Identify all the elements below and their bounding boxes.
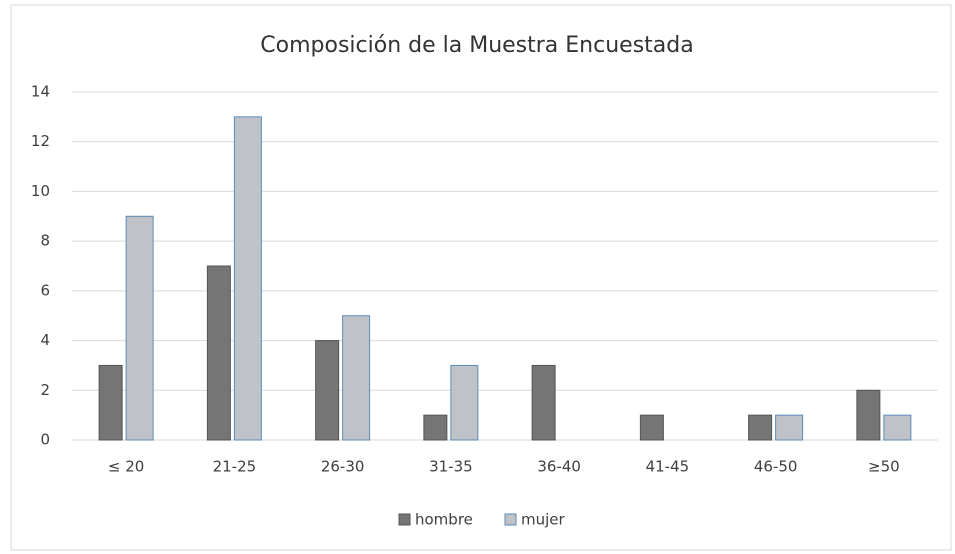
bar [125, 215, 154, 441]
legend-label: hombre [415, 511, 473, 529]
x-tick-label: ≥50 [868, 458, 900, 476]
chart-frame [10, 4, 952, 551]
bar [450, 364, 479, 441]
y-tick-label: 8 [40, 232, 50, 250]
chart-title: Composición de la Muestra Encuestada [260, 33, 693, 58]
y-tick-label: 14 [31, 83, 50, 101]
bar [423, 414, 448, 441]
bar [98, 364, 123, 441]
x-tick-label: ≤ 20 [108, 458, 144, 476]
bar [531, 364, 556, 441]
legend-swatch [504, 513, 517, 526]
y-tick-label: 4 [40, 331, 50, 349]
bar [639, 414, 664, 441]
x-tick-label: 46-50 [754, 458, 798, 476]
bar [206, 265, 231, 441]
bar [342, 315, 371, 441]
bar [748, 414, 773, 441]
bar [883, 414, 912, 441]
legend-label: mujer [521, 511, 566, 529]
y-tick-label: 0 [40, 431, 50, 449]
x-tick-label: 36-40 [537, 458, 581, 476]
x-tick-label: 26-30 [321, 458, 365, 476]
x-tick-label: 31-35 [429, 458, 473, 476]
bar [775, 414, 804, 441]
bar [315, 340, 340, 441]
y-tick-label: 10 [31, 182, 50, 200]
x-tick-label: 21-25 [213, 458, 257, 476]
x-tick-label: 41-45 [646, 458, 690, 476]
y-tick-label: 6 [40, 281, 50, 299]
y-tick-label: 12 [31, 132, 50, 150]
legend-swatch [398, 513, 411, 526]
bar [856, 389, 881, 441]
bar [233, 116, 262, 441]
y-tick-label: 2 [40, 381, 50, 399]
